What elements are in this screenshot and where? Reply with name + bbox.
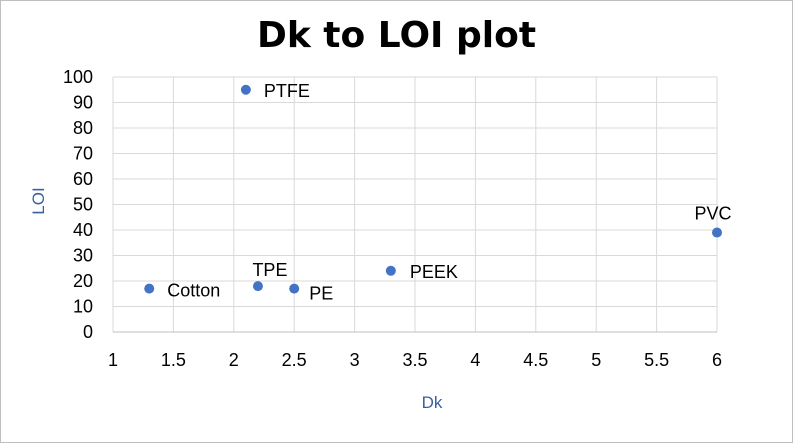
x-axis-label: Dk bbox=[421, 393, 443, 412]
y-tick-label: 20 bbox=[73, 271, 93, 291]
data-label: TPE bbox=[252, 260, 287, 280]
y-tick-label: 0 bbox=[83, 322, 93, 342]
data-point bbox=[385, 265, 396, 276]
y-tick-label: 60 bbox=[73, 169, 93, 189]
data-label: PTFE bbox=[264, 81, 310, 101]
x-tick-label: 6 bbox=[712, 350, 722, 370]
y-tick-label: 50 bbox=[73, 195, 93, 215]
y-tick-label: 70 bbox=[73, 144, 93, 164]
y-tick-label: 100 bbox=[63, 67, 93, 87]
x-tick-label: 2.5 bbox=[282, 350, 307, 370]
chart-title: Dk to LOI plot bbox=[256, 15, 537, 56]
x-tick-label: 5.5 bbox=[644, 350, 669, 370]
x-tick-label: 4.5 bbox=[523, 350, 548, 370]
data-label: PEEK bbox=[410, 262, 458, 282]
x-tick-label: 2 bbox=[229, 350, 239, 370]
data-label: PE bbox=[309, 284, 333, 304]
y-tick-label: 40 bbox=[73, 220, 93, 240]
data-point bbox=[712, 227, 722, 238]
x-tick-label: 5 bbox=[591, 350, 601, 370]
y-tick-label: 90 bbox=[73, 93, 93, 113]
x-tick-label: 4 bbox=[470, 350, 480, 370]
y-tick-label: 30 bbox=[73, 246, 93, 266]
x-tick-label: 3 bbox=[350, 350, 360, 370]
y-tick-label: 80 bbox=[73, 118, 93, 138]
y-tick-label: 10 bbox=[73, 297, 93, 317]
data-point bbox=[240, 84, 251, 95]
data-point bbox=[252, 281, 263, 292]
data-label: Cotton bbox=[167, 281, 220, 301]
x-tick-label: 1.5 bbox=[161, 350, 186, 370]
x-tick-label: 1 bbox=[108, 350, 118, 370]
x-tick-label: 3.5 bbox=[402, 350, 427, 370]
data-point bbox=[144, 283, 155, 294]
data-point bbox=[289, 283, 300, 294]
data-label: PVC bbox=[694, 204, 731, 224]
